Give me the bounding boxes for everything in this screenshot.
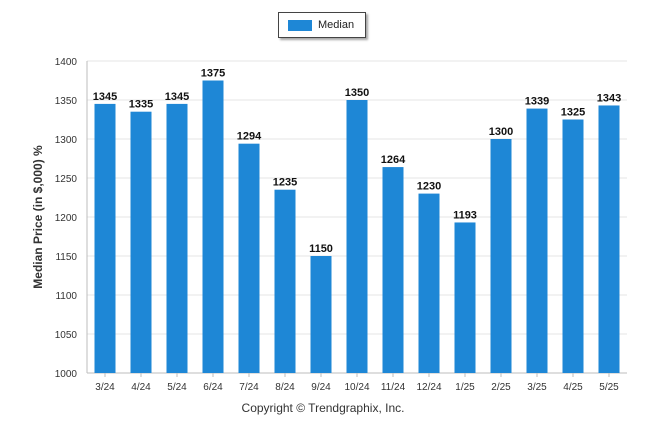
x-tick-label: 10/24 (344, 382, 369, 393)
y-tick-label: 1350 (55, 96, 78, 107)
x-tick-label: 4/25 (563, 382, 583, 393)
y-tick-label: 1150 (55, 252, 77, 263)
bar-value-label: 1339 (525, 96, 549, 108)
bar (454, 222, 476, 373)
y-tick-label: 1250 (55, 174, 78, 185)
bar-value-label: 1264 (381, 154, 406, 166)
bar-value-label: 1325 (561, 107, 585, 119)
bar-value-label: 1193 (453, 209, 477, 221)
y-tick-label: 1100 (55, 291, 77, 302)
bar (202, 80, 224, 373)
bar (274, 189, 296, 373)
bar-value-label: 1300 (489, 126, 513, 138)
bar-value-label: 1230 (417, 181, 441, 193)
bar (166, 103, 188, 374)
x-tick-label: 5/24 (167, 382, 187, 393)
y-tick-label: 1050 (55, 330, 78, 341)
x-tick-label: 8/24 (275, 382, 295, 393)
bar-value-label: 1335 (129, 99, 153, 111)
bar (562, 119, 584, 373)
bar-value-label: 1150 (309, 243, 333, 255)
bar (598, 105, 620, 374)
bar (418, 193, 440, 373)
bar-value-label: 1375 (201, 68, 225, 80)
bar-value-label: 1345 (93, 91, 117, 103)
bar-value-label: 1343 (597, 92, 621, 104)
x-tick-label: 1/25 (455, 382, 475, 393)
x-tick-label: 2/25 (491, 382, 511, 393)
y-tick-label: 1300 (55, 135, 78, 146)
bar (310, 256, 332, 373)
x-tick-label: 11/24 (381, 382, 406, 393)
x-tick-label: 5/25 (599, 382, 619, 393)
x-tick-label: 9/24 (311, 382, 331, 393)
bar (130, 111, 152, 373)
copyright-text: Copyright © Trendgraphix, Inc. (241, 401, 405, 415)
x-tick-label: 4/24 (131, 382, 151, 393)
x-tick-label: 6/24 (203, 382, 223, 393)
bar (94, 103, 116, 374)
legend-swatch (288, 19, 312, 31)
bar (346, 100, 368, 373)
bar-value-label: 1350 (345, 87, 369, 99)
x-tick-label: 12/24 (416, 382, 441, 393)
bar (526, 108, 548, 373)
legend: Median (278, 12, 366, 38)
bar (490, 139, 512, 373)
bar-value-label: 1235 (273, 177, 297, 189)
x-tick-label: 3/25 (527, 382, 547, 393)
x-tick-label: 7/24 (239, 382, 259, 393)
legend-label: Median (318, 19, 355, 31)
y-tick-label: 1400 (55, 57, 78, 68)
bar-value-label: 1294 (237, 131, 262, 143)
bar (382, 167, 404, 373)
y-tick-label: 1200 (55, 213, 78, 224)
y-tick-label: 1000 (55, 369, 78, 380)
bar (238, 143, 260, 373)
x-tick-label: 3/24 (95, 382, 115, 393)
bar-value-label: 1345 (165, 91, 189, 103)
